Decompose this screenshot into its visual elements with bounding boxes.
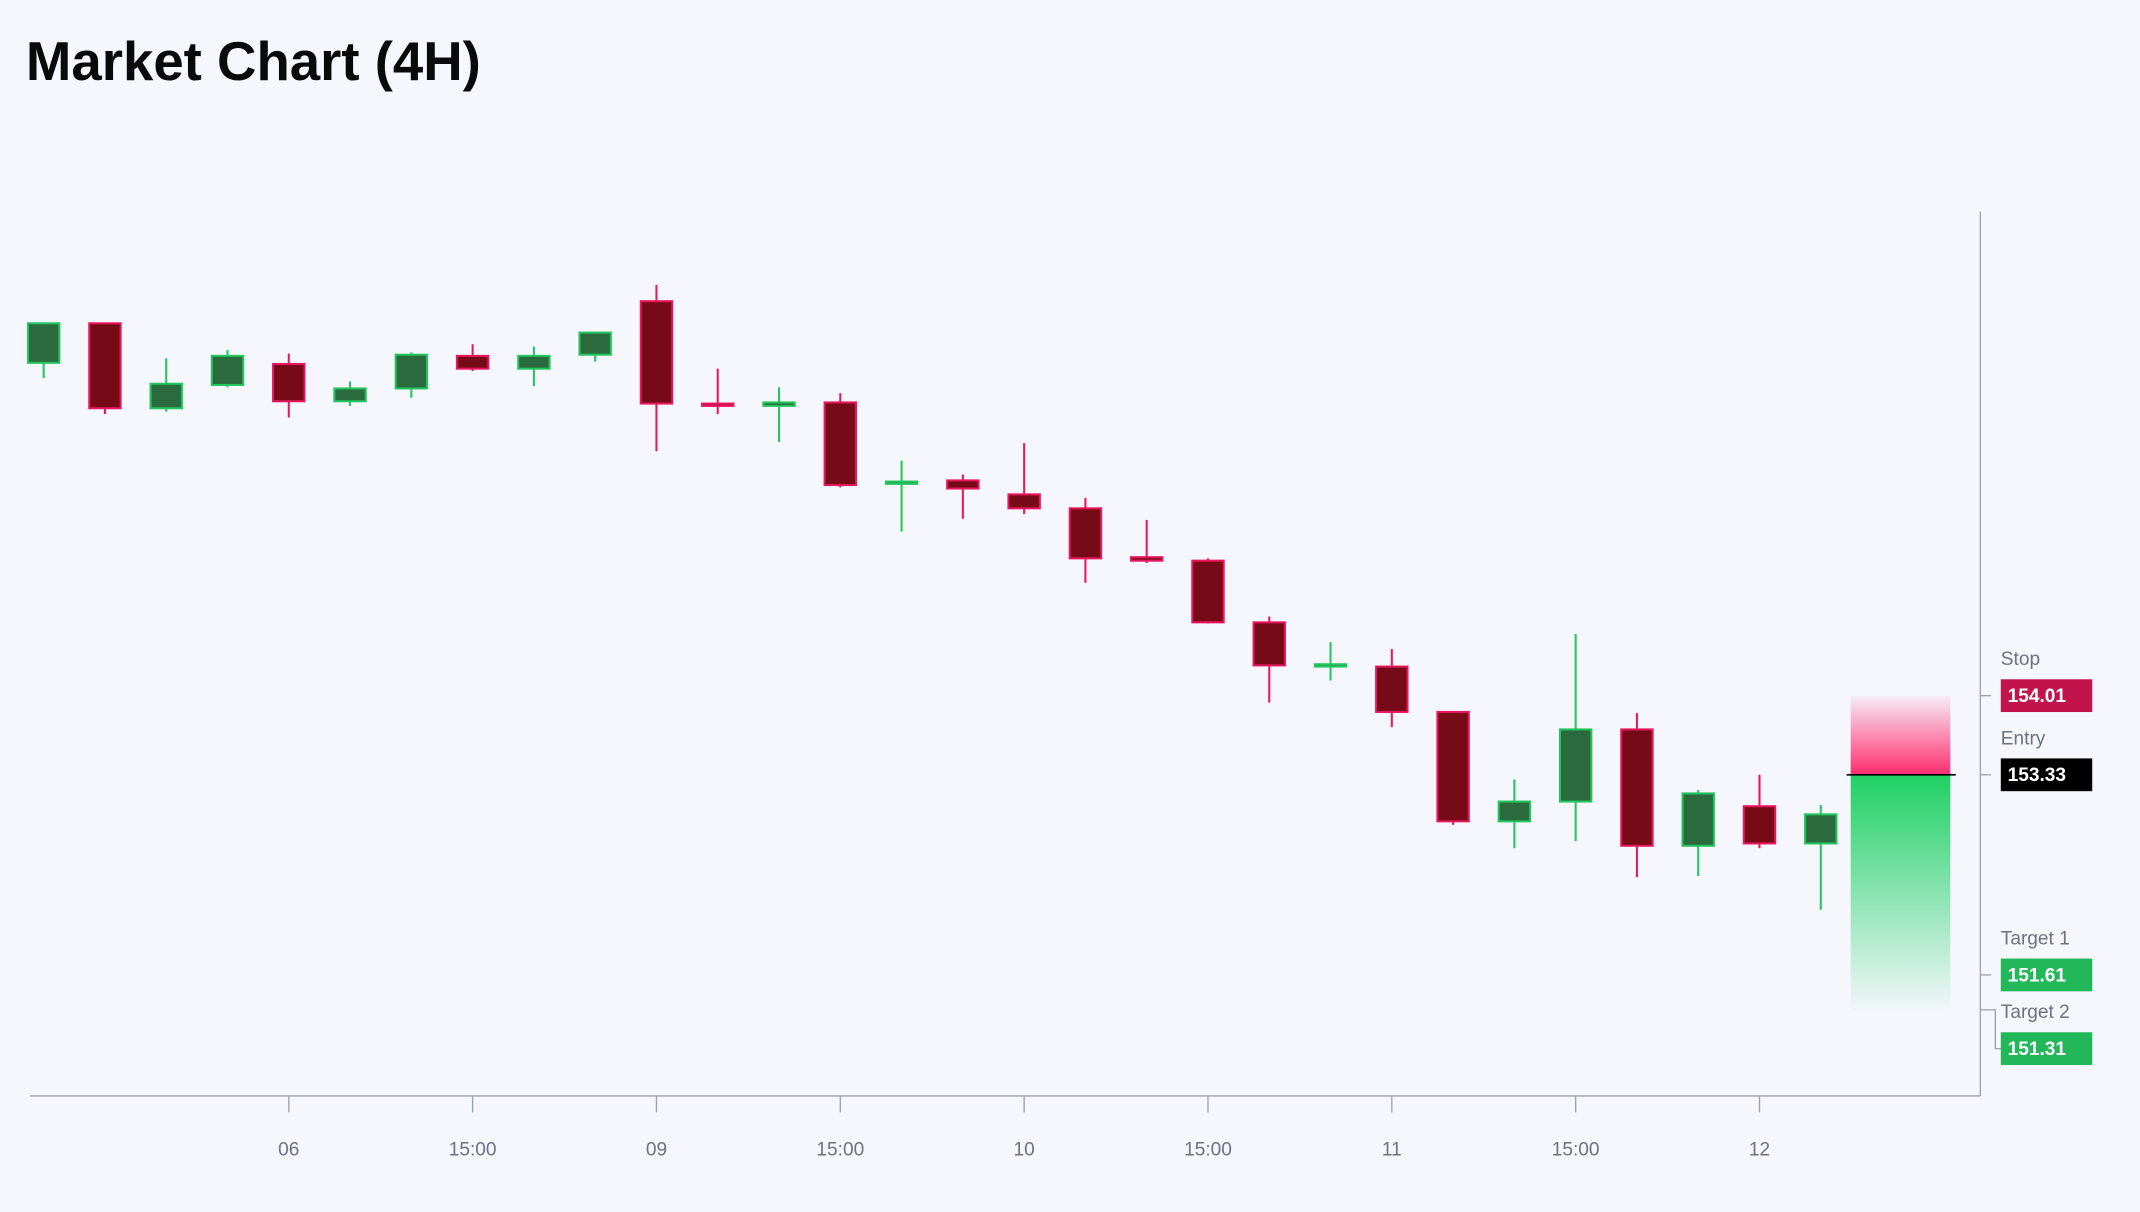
candle-body xyxy=(1804,813,1838,845)
candle-body xyxy=(946,479,980,490)
level-name: Target 2 xyxy=(2001,1002,2070,1023)
candle-body xyxy=(762,401,796,407)
candle-body xyxy=(1313,663,1348,668)
candle-body xyxy=(1129,556,1164,562)
candle-body xyxy=(1497,800,1532,823)
x-tick-label: 06 xyxy=(278,1140,299,1161)
level-value: 154.01 xyxy=(2008,686,2067,707)
x-tick-label: 15:00 xyxy=(449,1140,497,1161)
candle-body xyxy=(455,354,490,370)
candle-body xyxy=(1742,805,1777,845)
x-tick-label: 15:00 xyxy=(816,1140,864,1161)
candle-body xyxy=(578,331,612,356)
candle-body xyxy=(1252,621,1286,667)
level-badge xyxy=(2000,758,2093,792)
level-badge xyxy=(2000,958,2093,992)
x-tick-label: 15:00 xyxy=(1184,1140,1232,1161)
candle-body xyxy=(272,362,306,403)
candle-body xyxy=(88,322,122,410)
candle-body xyxy=(701,402,735,407)
level-name: Target 1 xyxy=(2001,929,2070,950)
level-badge xyxy=(2000,1032,2093,1066)
candle-body xyxy=(333,387,367,403)
label-connector xyxy=(1991,1009,2001,1050)
candle-body xyxy=(1620,728,1654,847)
candle-body xyxy=(639,300,674,405)
candle-body xyxy=(1681,792,1715,847)
candle-body xyxy=(149,382,183,410)
candle-body xyxy=(1436,710,1470,823)
x-tick-label: 09 xyxy=(646,1140,667,1161)
chart-title: Market Chart (4H) xyxy=(26,31,481,92)
x-tick-label: 11 xyxy=(1382,1140,1402,1161)
target-zone xyxy=(1850,774,1951,1010)
candle-body xyxy=(26,322,61,364)
candle-body xyxy=(823,401,858,487)
level-value: 151.31 xyxy=(2008,1039,2067,1060)
candle-body xyxy=(1007,493,1041,510)
stop-zone xyxy=(1850,695,1951,775)
candle-body xyxy=(394,353,429,390)
level-badge xyxy=(2000,679,2093,713)
x-tick-label: 12 xyxy=(1749,1140,1770,1161)
level-value: 153.33 xyxy=(2008,765,2066,786)
candle-body xyxy=(1191,559,1225,624)
level-value: 151.61 xyxy=(2008,965,2067,986)
level-name: Entry xyxy=(2001,728,2046,749)
x-tick-label: 10 xyxy=(1014,1140,1035,1161)
candle-body xyxy=(210,354,245,386)
candle-body xyxy=(517,354,551,370)
candle-body xyxy=(1068,507,1103,560)
candle-body xyxy=(1558,728,1593,803)
candle-body xyxy=(884,480,919,485)
candle-body xyxy=(1375,665,1409,713)
x-tick-label: 15:00 xyxy=(1552,1140,1600,1161)
level-name: Stop xyxy=(2001,649,2040,670)
